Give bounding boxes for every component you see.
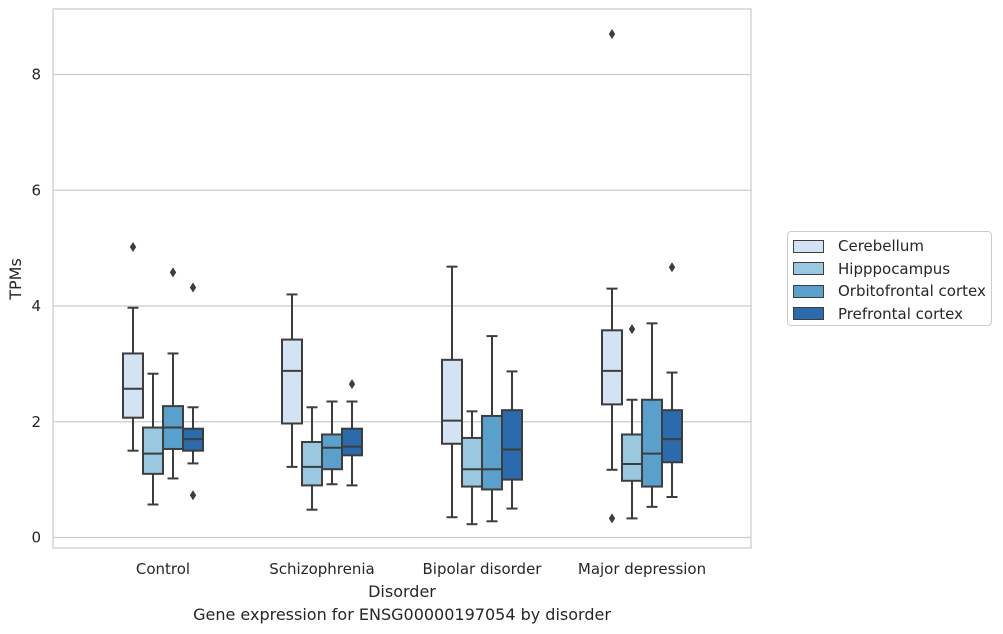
iqr-box	[501, 409, 523, 481]
x-axis-label: Disorder	[368, 582, 436, 601]
iqr-box	[661, 409, 683, 464]
outlier-point	[348, 379, 356, 390]
outlier-point	[608, 28, 616, 39]
box-cerebellum	[601, 28, 623, 524]
legend-label: Hipppocampus	[838, 259, 951, 278]
box-groups	[122, 28, 683, 526]
legend-swatch	[793, 239, 824, 253]
y-tick-label: 2	[31, 413, 41, 431]
x-tick-labels: Control Schizophrenia Bipolar disorder Majo…	[136, 560, 706, 578]
outlier-point	[189, 282, 197, 293]
iqr-box	[122, 352, 144, 419]
outlier-point	[628, 324, 636, 335]
iqr-box	[321, 433, 343, 471]
iqr-box	[621, 433, 643, 482]
x-tick-label: Control	[136, 560, 190, 578]
iqr-box	[641, 398, 663, 488]
outlier-point	[608, 513, 616, 524]
box-cerebellum	[441, 265, 463, 519]
y-tick-label: 8	[31, 66, 41, 84]
legend-swatch	[793, 262, 824, 276]
legend-item: Orbitofrontal cortex	[793, 280, 991, 303]
legend-label: Orbitofrontal cortex	[838, 282, 986, 301]
x-tick-label: Major depression	[578, 560, 706, 578]
box-cerebellum	[122, 241, 144, 452]
y-tick-label: 6	[31, 181, 41, 199]
outlier-point	[668, 262, 676, 273]
outlier-point	[169, 267, 177, 278]
iqr-box	[601, 329, 623, 406]
box-hipppocampus	[621, 324, 643, 520]
outlier-point	[189, 490, 197, 501]
y-tick-label: 0	[31, 529, 41, 547]
box-orbitofrontal-cortex	[321, 400, 343, 486]
iqr-box	[481, 414, 503, 491]
x-tick-label: Schizophrenia	[269, 560, 374, 578]
iqr-box	[142, 426, 164, 475]
legend: Cerebellum Hipppocampus Orbitofrontal cort…	[787, 231, 992, 326]
box-orbitofrontal-cortex	[481, 335, 503, 523]
legend-label: Prefrontal cortex	[838, 304, 963, 323]
box-hipppocampus	[142, 372, 164, 506]
chart-title: Gene expression for ENSG00000197054 by d…	[193, 605, 611, 624]
x-tick-label: Bipolar disorder	[423, 560, 543, 578]
legend-swatch	[793, 307, 824, 321]
box-hipppocampus	[461, 410, 483, 526]
box-hipppocampus	[301, 406, 323, 511]
iqr-box	[341, 427, 363, 457]
y-tick-labels: 0 2 4 6 8	[31, 66, 41, 547]
legend-label: Cerebellum	[838, 237, 924, 256]
box-prefrontal-cortex	[182, 282, 204, 501]
plot-frame	[52, 8, 752, 549]
iqr-box	[441, 358, 463, 445]
iqr-box	[281, 338, 303, 425]
box-prefrontal-cortex	[341, 379, 363, 487]
y-axis-label: TPMs	[6, 258, 25, 301]
legend-swatch	[793, 284, 824, 298]
y-tick-label: 4	[31, 297, 41, 315]
legend-item: Hipppocampus	[793, 258, 991, 281]
legend-item: Prefrontal cortex	[793, 303, 991, 326]
iqr-box	[461, 436, 483, 488]
box-prefrontal-cortex	[501, 370, 523, 510]
outlier-point	[129, 241, 137, 252]
box-orbitofrontal-cortex	[641, 322, 663, 508]
legend-item: Cerebellum	[793, 235, 991, 258]
box-cerebellum	[281, 293, 303, 468]
box-orbitofrontal-cortex	[162, 267, 184, 480]
box-prefrontal-cortex	[661, 262, 683, 498]
iqr-box	[301, 441, 323, 487]
